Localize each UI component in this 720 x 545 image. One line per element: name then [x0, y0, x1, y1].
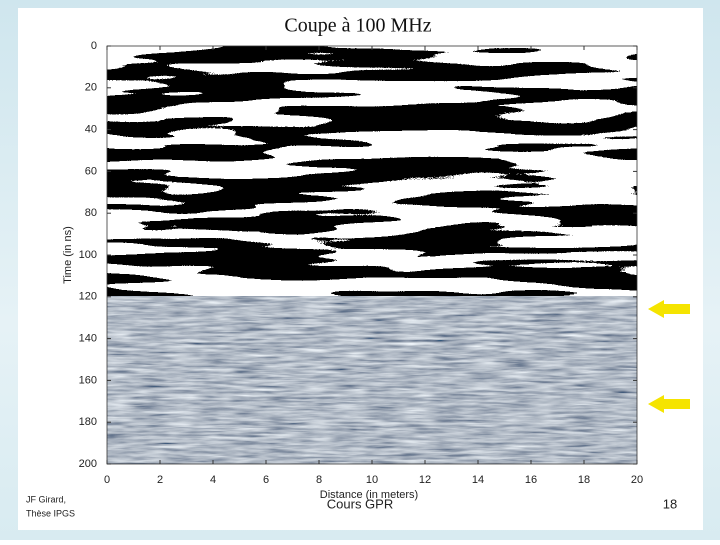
radargram-lower [107, 290, 637, 464]
x-tick-label: 20 [631, 474, 643, 486]
x-tick-label: 0 [104, 474, 110, 486]
y-tick-label: 180 [79, 416, 97, 428]
radargram-upper [107, 46, 637, 296]
y-tick-label: 120 [79, 291, 97, 303]
footer-course: Cours GPR [327, 496, 393, 511]
y-axis-label: Time (in ns) [62, 226, 74, 284]
footer-author: JF Girard, [26, 494, 66, 504]
y-tick-label: 100 [79, 249, 97, 261]
x-tick-label: 4 [210, 474, 216, 486]
y-tick-label: 140 [79, 333, 97, 345]
x-axis-label: Distance (in meters) [320, 489, 418, 501]
y-tick-label: 60 [85, 165, 97, 177]
arrow [648, 300, 690, 318]
y-tick-label: 40 [85, 124, 97, 136]
y-tick-label: 20 [85, 82, 97, 94]
x-tick-label: 10 [366, 474, 378, 486]
footer-thesis: Thèse IPGS [26, 508, 75, 518]
x-tick-label: 14 [472, 474, 484, 486]
y-tick-label: 200 [79, 458, 97, 470]
x-tick-label: 2 [157, 474, 163, 486]
x-tick-label: 18 [578, 474, 590, 486]
x-tick-label: 6 [263, 474, 269, 486]
chart-title: Coupe à 100 MHz [284, 15, 431, 37]
y-tick-label: 80 [85, 207, 97, 219]
x-tick-label: 16 [525, 474, 537, 486]
x-tick-label: 8 [316, 474, 322, 486]
y-tick-label: 0 [91, 40, 97, 52]
arrow [648, 395, 690, 413]
page-number: 18 [663, 496, 677, 511]
x-tick-label: 12 [419, 474, 431, 486]
y-tick-label: 160 [79, 374, 97, 386]
